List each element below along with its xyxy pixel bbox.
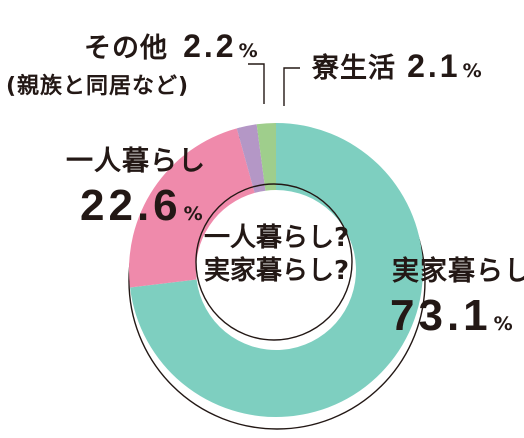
leader-line-other	[248, 63, 265, 104]
slice-alone	[129, 128, 255, 288]
slice-label-family-home: 73.1%	[390, 294, 513, 338]
slice-name-family-home: 実家暮らし	[392, 256, 524, 287]
slice-unit-dorm: %	[462, 60, 482, 82]
donut-slices	[129, 123, 423, 417]
slice-label-alone: 22.6%	[80, 184, 203, 228]
inner-outline-ring	[195, 183, 353, 341]
slice-value-dorm: 2.1	[407, 48, 461, 84]
slice-unit-alone: %	[183, 203, 203, 225]
slice-note-other: (親族と同居など)	[6, 74, 190, 99]
slice-value-family-home: 73.1	[390, 291, 492, 340]
slice-unit-family-home: %	[493, 313, 513, 335]
slice-label-other: その他 2.2%	[84, 30, 258, 62]
leader-lines	[248, 63, 300, 106]
center-text-line-2: 実家暮らし?	[204, 255, 350, 286]
slice-unit-other: %	[238, 40, 258, 62]
slice-family-home	[130, 123, 423, 417]
slice-name-other: その他	[84, 33, 168, 64]
slice-value-alone: 22.6	[80, 181, 182, 230]
slice-dorm	[256, 123, 276, 191]
slice-other	[236, 124, 266, 193]
center-text-line-1: 一人暮らし?	[204, 223, 350, 253]
slice-name-alone: 一人暮らし	[66, 146, 206, 177]
slice-label-dorm: 寮生活 2.1%	[312, 50, 482, 82]
slice-name-dorm: 寮生活	[312, 53, 396, 84]
slice-value-other: 2.2	[183, 28, 237, 64]
leader-line-dorm	[283, 67, 300, 106]
donut-center-text: 一人暮らし? 実家暮らし?	[204, 222, 350, 287]
